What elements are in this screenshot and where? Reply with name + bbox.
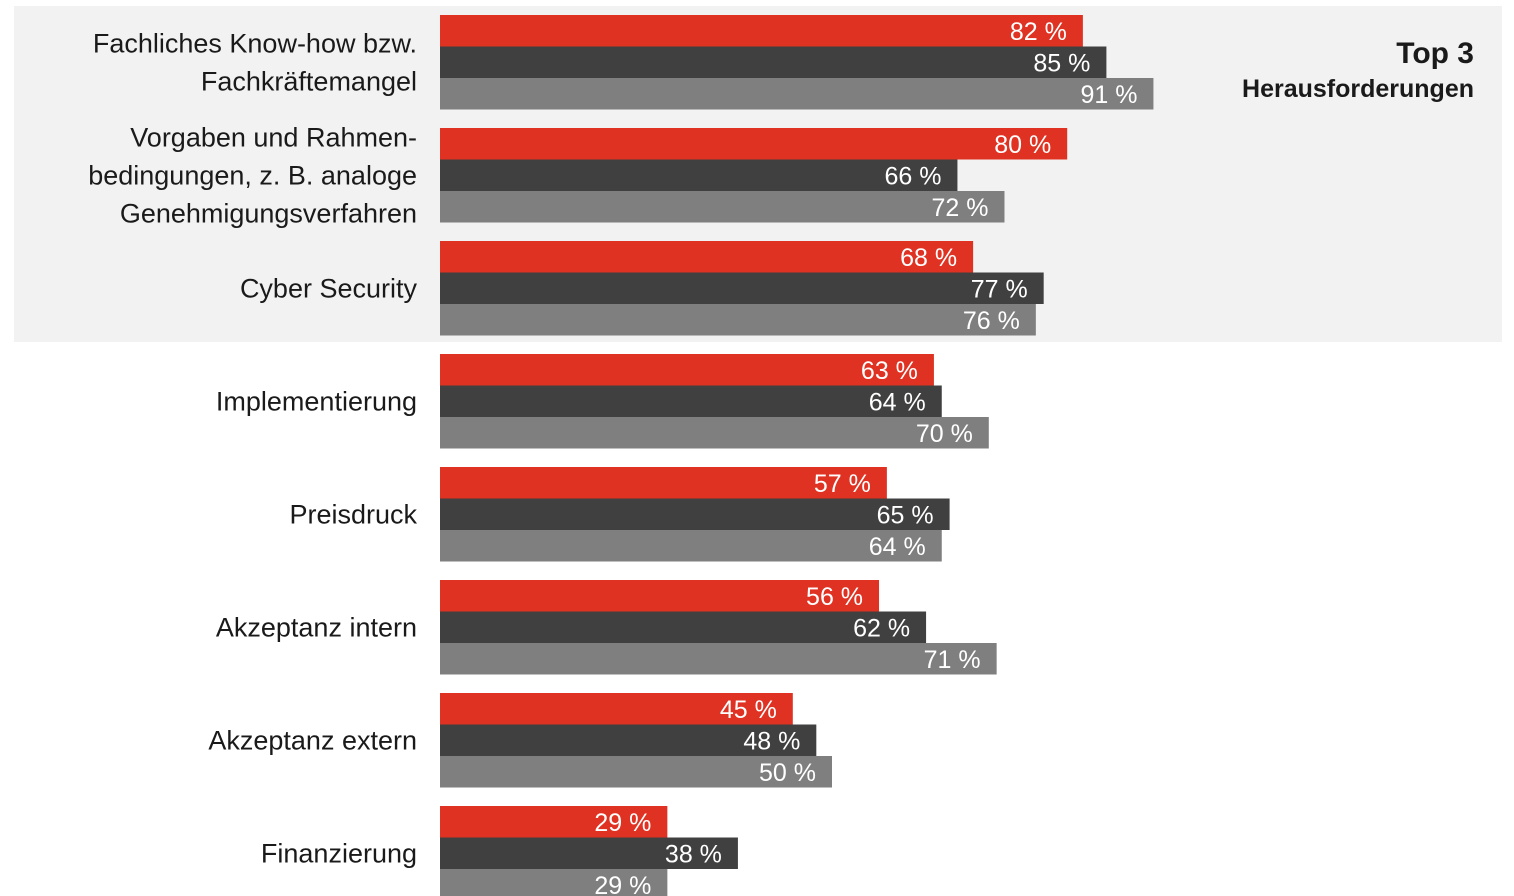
- bar-value-label: 29 %: [594, 872, 651, 896]
- bar: [440, 837, 738, 869]
- bar-value-label: 65 %: [877, 501, 934, 529]
- bar-value-label: 80 %: [994, 131, 1051, 159]
- bar: [440, 611, 927, 643]
- bar: [440, 354, 934, 386]
- category-label: Implementierung: [216, 386, 417, 416]
- bar-value-label: 68 %: [900, 244, 957, 272]
- bar: [440, 756, 832, 788]
- category-label: Finanzierung: [261, 838, 417, 868]
- category-label-line: Finanzierung: [261, 838, 417, 868]
- bar-value-label: 66 %: [884, 162, 941, 190]
- bar: [440, 15, 1083, 47]
- bar-value-label: 71 %: [924, 646, 981, 674]
- bar-value-label: 48 %: [743, 727, 800, 755]
- category-label-line: Fachliches Know-how bzw.: [93, 28, 417, 58]
- bar: [440, 580, 880, 612]
- top3-title: Top 3: [1396, 37, 1474, 70]
- category-label-line: bedingungen, z. B. analoge: [88, 160, 417, 190]
- category-label-line: Genehmigungsverfahren: [120, 198, 417, 228]
- bar-value-label: 56 %: [806, 583, 863, 611]
- category-label-line: Fachkräftemangel: [201, 66, 417, 96]
- category-label-line: Vorgaben und Rahmen-: [130, 122, 417, 152]
- bar: [440, 304, 1036, 336]
- category-label-line: Akzeptanz extern: [208, 725, 417, 755]
- bar-value-label: 76 %: [963, 307, 1020, 335]
- bar-value-label: 77 %: [971, 275, 1028, 303]
- bar: [440, 806, 668, 838]
- bar-value-label: 91 %: [1080, 81, 1137, 109]
- category-label: Preisdruck: [289, 499, 417, 529]
- bar-value-label: 72 %: [931, 194, 988, 222]
- bar: [440, 272, 1044, 304]
- bar-value-label: 50 %: [759, 759, 816, 787]
- bar: [440, 417, 989, 449]
- bar-value-label: 64 %: [869, 388, 926, 416]
- category-label: Cyber Security: [240, 273, 418, 303]
- category-label-line: Preisdruck: [289, 499, 417, 529]
- bar: [440, 869, 668, 896]
- bar: [440, 191, 1005, 223]
- top3-badge: Top 3 Herausforderungen: [1242, 36, 1474, 106]
- bar: [440, 467, 887, 499]
- category-label-line: Cyber Security: [240, 273, 418, 303]
- bar: [440, 241, 974, 273]
- category-label: Fachliches Know-how bzw. Fachkräftemangel: [93, 28, 417, 96]
- category-label: Akzeptanz extern: [208, 725, 417, 755]
- bar: [440, 385, 942, 417]
- bar-value-label: 64 %: [869, 533, 926, 561]
- category-label-line: Akzeptanz intern: [216, 612, 417, 642]
- category-label: Vorgaben und Rahmen-bedingungen, z. B. a…: [88, 122, 417, 228]
- bar: [440, 46, 1107, 78]
- bar: [440, 530, 942, 562]
- bar-value-label: 70 %: [916, 420, 973, 448]
- bar: [440, 693, 793, 725]
- category-label: Akzeptanz intern: [216, 612, 417, 642]
- top3-subtitle: Herausforderungen: [1242, 75, 1474, 103]
- bar: [440, 643, 997, 675]
- bar-value-label: 38 %: [665, 840, 722, 868]
- bar: [440, 498, 950, 530]
- bar-value-label: 63 %: [861, 357, 918, 385]
- bar-value-label: 29 %: [594, 809, 651, 837]
- category-label-line: Implementierung: [216, 386, 417, 416]
- bar-value-label: 62 %: [853, 614, 910, 642]
- bar-value-label: 57 %: [814, 470, 871, 498]
- bar-value-label: 82 %: [1010, 18, 1067, 46]
- bar-value-label: 85 %: [1033, 49, 1090, 77]
- bar-value-label: 45 %: [720, 696, 777, 724]
- bar: [440, 159, 958, 191]
- bar: [440, 128, 1068, 160]
- bar: [440, 724, 817, 756]
- bar: [440, 78, 1154, 110]
